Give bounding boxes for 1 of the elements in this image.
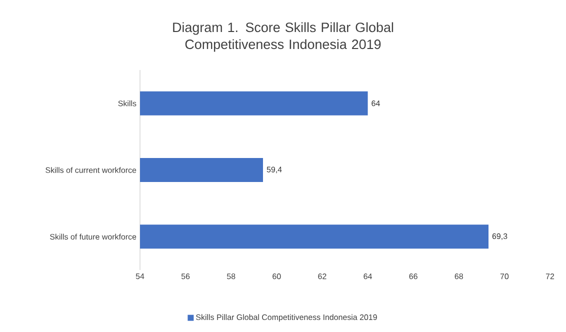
chart-title: Diagram 1. Score Skills Pillar Global Competitiveness Indonesia 2019 [173,22,394,52]
